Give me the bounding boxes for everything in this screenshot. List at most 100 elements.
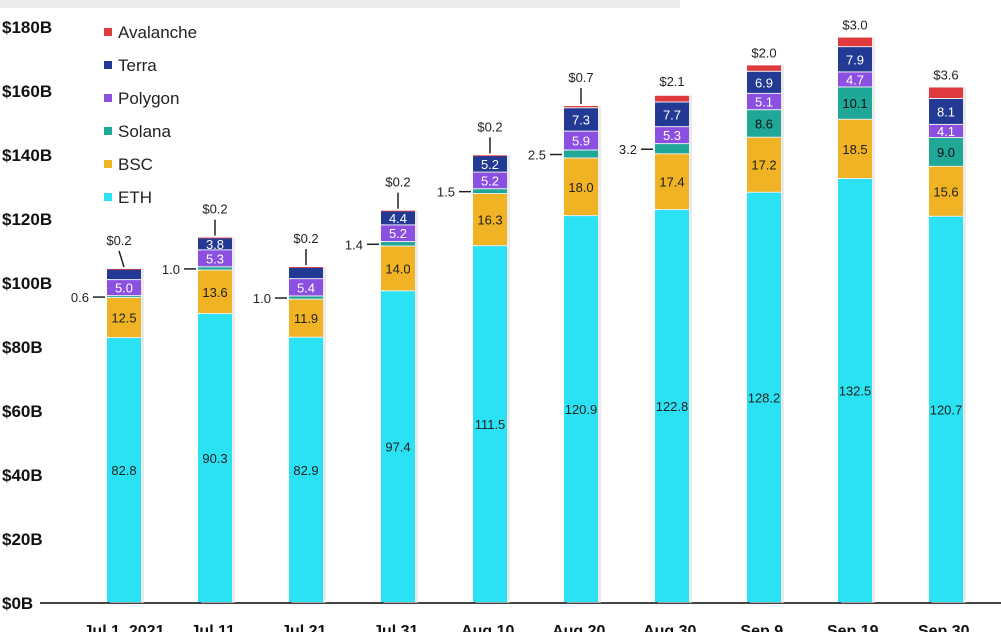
data-label: 5.3	[206, 251, 224, 266]
bar-segment-bsc	[289, 299, 323, 337]
y-tick-label: $60B	[2, 402, 43, 421]
data-label: 120.9	[565, 402, 598, 417]
data-label: 4.4	[389, 211, 407, 226]
bar-segment-polygon	[838, 72, 872, 87]
bar-segment-solana	[107, 296, 141, 298]
bar-segment-solana	[381, 242, 415, 246]
data-label: 18.0	[568, 180, 593, 195]
avalanche-label: $0.2	[477, 119, 502, 134]
x-tick-label: Aug 30,	[643, 623, 701, 632]
data-label: 5.4	[297, 280, 315, 295]
avalanche-label: $3.6	[933, 67, 958, 82]
x-tick-label: Jul 31,	[373, 623, 423, 632]
data-label: 12.5	[111, 311, 136, 326]
data-label: 4.1	[937, 124, 955, 139]
bar-segment-avalanche	[381, 210, 415, 212]
bar-segment-polygon	[107, 280, 141, 296]
data-label: 11.9	[294, 311, 318, 326]
data-label: 122.8	[656, 399, 689, 414]
avalanche-label: $0.7	[568, 70, 593, 85]
solana-label: 0.6	[71, 290, 89, 305]
avalanche-label: $2.0	[751, 45, 776, 60]
x-tick-label: Sep 30,	[918, 623, 974, 632]
bar-segment-bsc	[929, 166, 963, 216]
legend-label: BSC	[118, 155, 153, 174]
bar-segment-bsc	[747, 137, 781, 192]
bar-segment-polygon	[564, 131, 598, 150]
data-label: 17.2	[751, 158, 776, 173]
bar-segment-bsc	[564, 158, 598, 216]
bar-segment-solana	[564, 150, 598, 158]
solana-label: 3.2	[619, 142, 637, 157]
data-label: 18.5	[842, 142, 867, 157]
bar-segment-terra	[473, 155, 507, 172]
bar-segment-avalanche	[107, 268, 141, 270]
bar-segment-bsc	[107, 298, 141, 338]
data-label: 10.1	[842, 96, 867, 111]
data-label: 8.1	[937, 104, 955, 119]
bar-segment-polygon	[473, 172, 507, 189]
bar-segment-terra	[289, 267, 323, 279]
bar-segment-solana	[473, 189, 507, 194]
y-tick-label: $0B	[2, 594, 33, 613]
avalanche-label: $3.0	[842, 18, 867, 33]
avalanche-label: $0.2	[385, 175, 410, 190]
bar-segment-terra	[838, 47, 872, 72]
bar-segment-solana	[838, 87, 872, 119]
x-tick-label: Sep 19,	[827, 623, 883, 632]
data-label: 5.0	[115, 281, 133, 296]
bar-segment-solana	[289, 296, 323, 299]
bar-segment-terra	[564, 108, 598, 131]
data-label: 97.4	[385, 440, 410, 455]
y-tick-label: $160B	[2, 82, 52, 101]
data-label: 5.2	[389, 226, 407, 241]
data-label: 16.3	[477, 213, 502, 228]
bar-segment-avalanche	[198, 237, 232, 239]
bar-segment-eth	[107, 338, 141, 602]
x-tick-label: Jul 11,	[191, 623, 240, 632]
bar-segment-polygon	[929, 124, 963, 138]
solana-label: 1.0	[162, 262, 180, 277]
bar-segment-avalanche	[655, 95, 689, 102]
data-label: 6.9	[755, 75, 773, 90]
bar-segment-polygon	[747, 93, 781, 110]
bar-segment-avalanche	[747, 65, 781, 71]
data-label: 8.6	[755, 116, 773, 131]
solana-label: 1.5	[437, 185, 455, 200]
data-label: 5.9	[572, 134, 590, 149]
bar-segment-eth	[929, 216, 963, 602]
legend-label: ETH	[118, 188, 152, 207]
data-label: 5.2	[481, 157, 499, 172]
y-tick-label: $140B	[2, 146, 52, 165]
bar-segment-avalanche	[473, 155, 507, 157]
bar-segment-terra	[929, 99, 963, 124]
avalanche-label: $0.2	[106, 233, 131, 248]
bar-segment-terra	[655, 102, 689, 127]
bar-segment-bsc	[473, 194, 507, 246]
bar-segment-eth	[655, 210, 689, 603]
bar-segment-bsc	[381, 246, 415, 291]
x-tick-label: Aug 10,	[461, 623, 519, 632]
bar-segment-solana	[747, 110, 781, 137]
y-tick-label: $80B	[2, 338, 43, 357]
x-tick-label: Jul 1, 2021	[84, 623, 165, 632]
legend-swatch-terra	[104, 61, 112, 69]
data-label: 5.1	[755, 95, 773, 110]
legend-swatch-avalanche	[104, 28, 112, 36]
bar-segment-polygon	[289, 279, 323, 296]
bar-segment-eth	[289, 337, 323, 602]
data-label: 5.3	[663, 128, 681, 143]
data-label: 82.9	[293, 463, 318, 478]
y-tick-label: $120B	[2, 210, 52, 229]
data-label: 132.5	[839, 384, 872, 399]
data-label: 15.6	[933, 184, 958, 199]
data-label: 3.8	[206, 237, 224, 252]
data-label: 120.7	[930, 402, 963, 417]
bar-segment-eth	[473, 246, 507, 602]
x-tick-label: Jul 21,	[281, 623, 331, 632]
y-tick-label: $100B	[2, 274, 52, 293]
bar-segment-avalanche	[929, 87, 963, 98]
bar-segment-solana	[198, 267, 232, 270]
legend-label: Polygon	[118, 89, 179, 108]
